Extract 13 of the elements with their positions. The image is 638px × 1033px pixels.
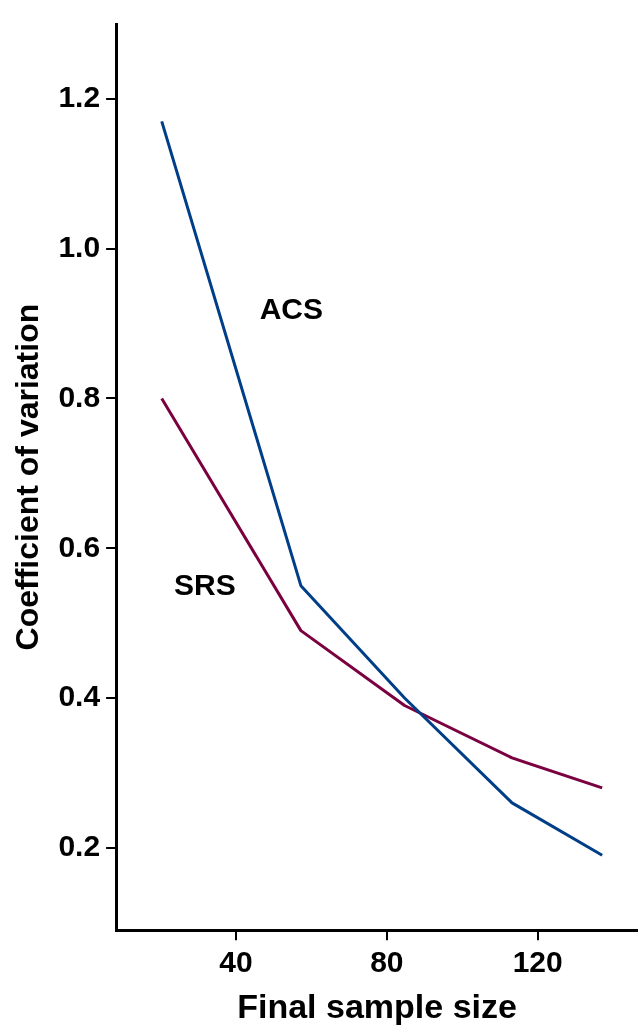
series-label: SRS [174, 567, 236, 601]
y-tick-label: 0.4 [58, 679, 101, 713]
y-tick-label: 1.2 [58, 80, 101, 114]
x-axis-title: Final sample size [237, 986, 517, 1025]
y-tick-label: 0.2 [58, 829, 101, 863]
y-tick-label: 1.0 [58, 229, 101, 263]
y-tick-label: 0.8 [58, 379, 101, 413]
x-tick-label: 120 [512, 945, 563, 979]
y-tick-label: 0.6 [58, 529, 101, 563]
x-tick-label: 40 [219, 945, 253, 979]
series-label: ACS [259, 291, 323, 325]
x-tick-label: 80 [370, 945, 404, 979]
y-axis-title: Coefficient of variation [9, 303, 46, 651]
